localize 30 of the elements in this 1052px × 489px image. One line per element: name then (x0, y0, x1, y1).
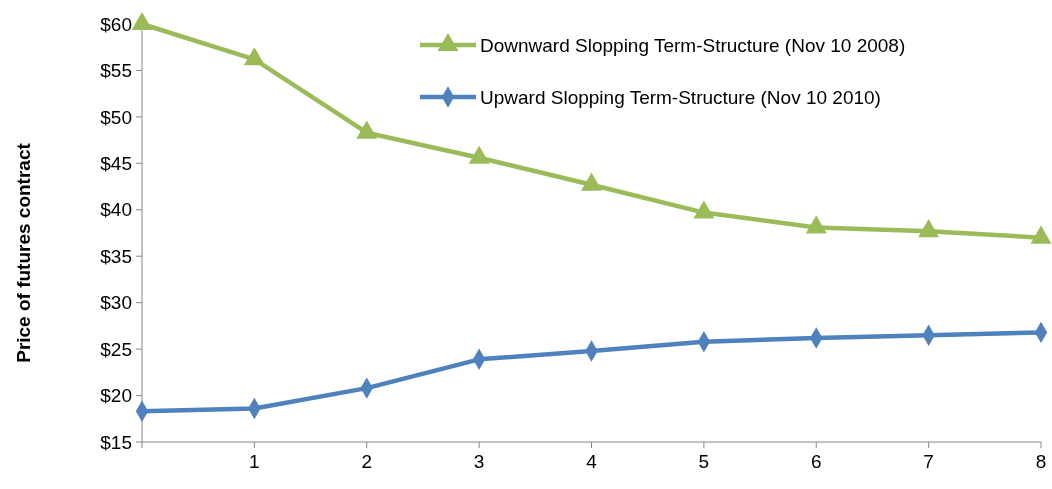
legend-label: Upward Slopping Term-Structure (Nov 10 2010) (480, 86, 881, 108)
x-tick-label: 6 (810, 451, 822, 472)
point (805, 215, 827, 234)
x-tick-label: 7 (923, 451, 934, 472)
y-tick-label: $25 (100, 338, 132, 360)
legend-label: Downward Slopping Term-Structure (Nov 10 2008) (480, 34, 906, 56)
x-tick-label: 4 (586, 451, 598, 472)
y-tick-label: $55 (100, 60, 132, 82)
x-tick-label: 5 (698, 451, 710, 472)
point (131, 11, 153, 31)
x-tick-label: 3 (473, 451, 485, 472)
y-tick-label: $15 (100, 431, 132, 453)
y-tick-label: $60 (100, 13, 132, 35)
y-tick-label: $50 (100, 106, 132, 128)
point (356, 120, 378, 139)
x-tick-label: 1 (249, 451, 260, 472)
y-tick-label: $45 (100, 152, 132, 174)
x-tick-label: 8 (1035, 451, 1047, 472)
y-tick-label: $40 (100, 199, 132, 221)
y-axis-title: Price of futures contract (13, 142, 34, 363)
x-tick-label: 2 (361, 451, 373, 472)
point (468, 145, 490, 164)
point (243, 47, 265, 66)
point (581, 172, 602, 191)
y-tick-label: $30 (100, 292, 132, 314)
point (693, 200, 715, 219)
y-tick-label: $20 (100, 385, 132, 407)
y-tick-label: $35 (100, 245, 132, 267)
point (1030, 225, 1052, 244)
point (918, 219, 940, 238)
